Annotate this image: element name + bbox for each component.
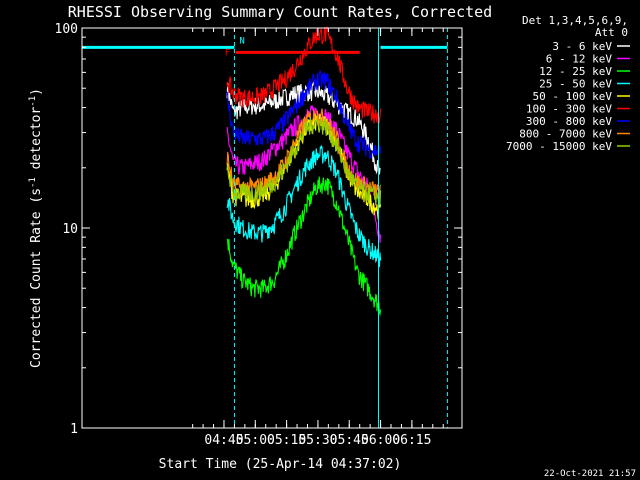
x-tick-label: 05:30 <box>298 433 337 448</box>
legend-label: 12 - 25 keV <box>539 65 612 78</box>
x-tick-label: 05:00 <box>236 433 275 448</box>
legend-label: 100 - 300 keV <box>526 103 612 116</box>
series-line <box>226 116 382 206</box>
night-flag-label: N <box>239 36 244 46</box>
legend-label: 3 - 6 keV <box>552 40 612 53</box>
y-axis-label: Corrected Count Rate (s-1 detector-1) <box>28 88 44 368</box>
chart-title: RHESSI Observing Summary Count Rates, Co… <box>68 3 492 21</box>
y-tick-label: 10 <box>62 222 78 237</box>
y-axis-label-sup2: -1 <box>28 96 38 107</box>
legend-title: Det 1,3,4,5,6,9, <box>522 14 628 27</box>
legend-label: 7000 - 15000 keV <box>506 140 612 153</box>
series-line <box>226 144 382 268</box>
x-tick-label: 06:00 <box>361 433 400 448</box>
y-axis-label-main: Corrected Count Rate (s <box>29 188 44 368</box>
footer-date: 22-Oct-2021 21:57 <box>544 469 636 479</box>
axes-layer: 1 10 100 04:4505:0005:1505:3005:4506:0006:1… <box>55 22 463 448</box>
x-tick-label: 05:15 <box>267 433 306 448</box>
y-tick-label: 1 <box>70 422 78 437</box>
legend-label: 25 - 50 keV <box>539 78 612 91</box>
legend-label: 6 - 12 keV <box>546 53 613 66</box>
flare-flag-label: F <box>225 48 230 58</box>
series-layer <box>226 26 382 317</box>
flags-layer: FN <box>82 28 448 428</box>
x-tick-label: 05:45 <box>330 433 369 448</box>
y-axis-label-mid: detector <box>29 107 44 178</box>
x-tick-label: 04:45 <box>204 433 243 448</box>
legend-label: 300 - 800 keV <box>526 115 612 128</box>
series-line <box>226 70 382 160</box>
series-line <box>226 176 382 317</box>
y-axis-label-end: ) <box>29 88 44 96</box>
legend-label: 800 - 7000 keV <box>519 128 612 141</box>
x-axis-label: Start Time (25-Apr-14 04:37:02) <box>159 457 402 472</box>
y-axis-label-sup1: -1 <box>28 177 38 188</box>
series-line <box>226 26 382 124</box>
y-tick-label: 100 <box>55 22 78 37</box>
legend-label: 50 - 100 keV <box>533 90 613 103</box>
x-tick-label: 06:15 <box>392 433 431 448</box>
legend-title: Att 0 <box>595 26 628 39</box>
